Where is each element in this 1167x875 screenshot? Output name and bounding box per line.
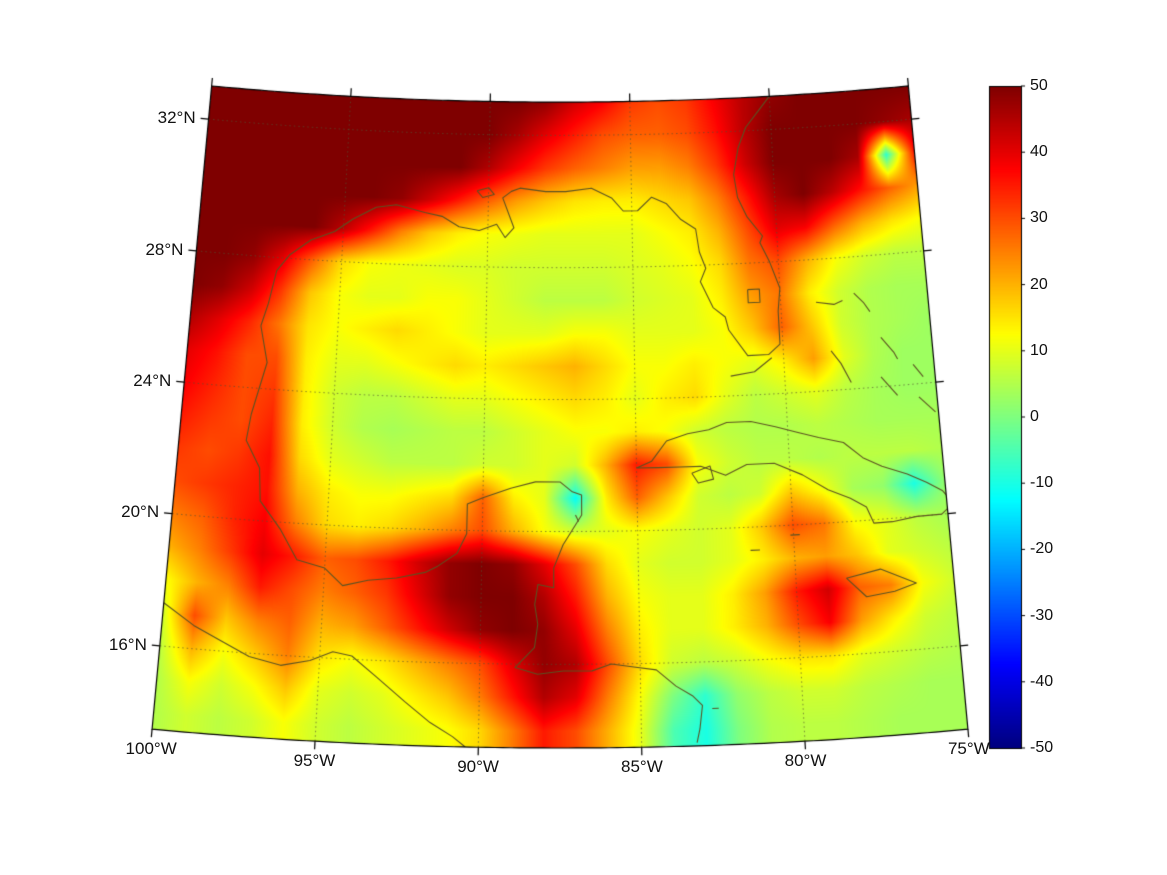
map-heatmap-canvas	[0, 0, 1167, 875]
figure: 100°W 95°W 90°W 85°W 80°W 75°W 32°N 28°N 24°N 20°…	[0, 0, 1167, 875]
